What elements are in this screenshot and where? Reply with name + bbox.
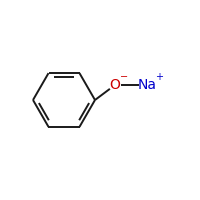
- Text: −: −: [120, 72, 128, 82]
- Text: Na: Na: [138, 78, 156, 92]
- Text: +: +: [155, 72, 163, 82]
- Text: O: O: [110, 78, 120, 92]
